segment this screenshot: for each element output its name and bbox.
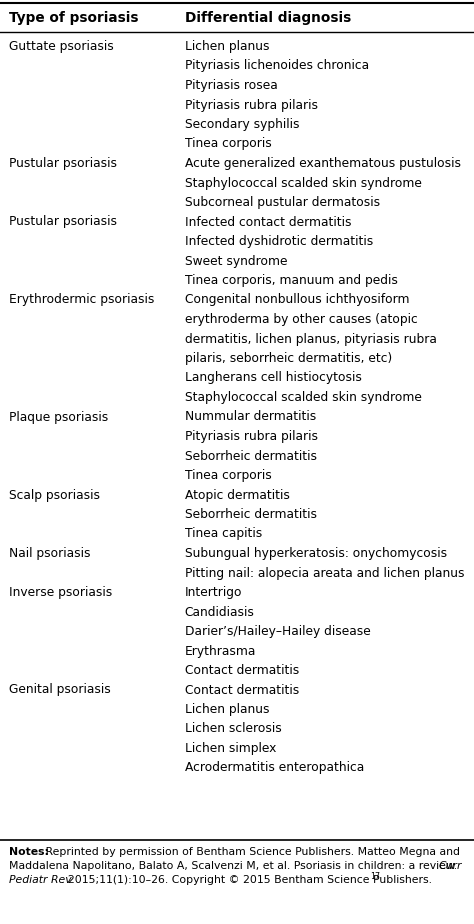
Text: Tinea corporis: Tinea corporis: [185, 469, 272, 482]
Text: 17: 17: [371, 872, 381, 881]
Text: Plaque psoriasis: Plaque psoriasis: [9, 410, 108, 423]
Text: Contact dermatitis: Contact dermatitis: [185, 664, 299, 677]
Text: Differential diagnosis: Differential diagnosis: [185, 11, 351, 25]
Text: Infected contact dermatitis: Infected contact dermatitis: [185, 215, 351, 228]
Text: dermatitis, lichen planus, pityriasis rubra: dermatitis, lichen planus, pityriasis ru…: [185, 333, 437, 346]
Text: Lichen planus: Lichen planus: [185, 40, 269, 53]
Text: Pityriasis lichenoides chronica: Pityriasis lichenoides chronica: [185, 59, 369, 72]
Text: erythroderma by other causes (atopic: erythroderma by other causes (atopic: [185, 313, 418, 326]
Text: Congenital nonbullous ichthyosiform: Congenital nonbullous ichthyosiform: [185, 294, 410, 307]
Text: Langherans cell histiocytosis: Langherans cell histiocytosis: [185, 371, 362, 384]
Text: Candidiasis: Candidiasis: [185, 605, 255, 618]
Text: Contact dermatitis: Contact dermatitis: [185, 684, 299, 697]
Text: Sweet syndrome: Sweet syndrome: [185, 254, 287, 268]
Text: Intertrigo: Intertrigo: [185, 586, 242, 599]
Text: Acrodermatitis enteropathica: Acrodermatitis enteropathica: [185, 761, 364, 774]
Text: Lichen simplex: Lichen simplex: [185, 742, 276, 755]
Text: Pediatr Rev: Pediatr Rev: [9, 875, 71, 885]
Text: Guttate psoriasis: Guttate psoriasis: [9, 40, 113, 53]
Text: Tinea corporis, manuum and pedis: Tinea corporis, manuum and pedis: [185, 274, 398, 287]
Text: Scalp psoriasis: Scalp psoriasis: [9, 489, 100, 502]
Text: Pityriasis rosea: Pityriasis rosea: [185, 79, 278, 92]
Text: Acute generalized exanthematous pustulosis: Acute generalized exanthematous pustulos…: [185, 157, 461, 170]
Text: Infected dyshidrotic dermatitis: Infected dyshidrotic dermatitis: [185, 235, 373, 248]
Text: Curr: Curr: [438, 861, 462, 871]
Text: Staphylococcal scalded skin syndrome: Staphylococcal scalded skin syndrome: [185, 391, 422, 404]
Text: Darier’s/Hailey–Hailey disease: Darier’s/Hailey–Hailey disease: [185, 625, 371, 638]
Text: Maddalena Napolitano, Balato A, Scalvenzi M, et al. Psoriasis in children: a rev: Maddalena Napolitano, Balato A, Scalvenz…: [9, 861, 460, 871]
Text: Tinea capitis: Tinea capitis: [185, 528, 262, 541]
Text: Reprinted by permission of Bentham Science Publishers. Matteo Megna and: Reprinted by permission of Bentham Scien…: [42, 847, 459, 857]
Text: pilaris, seborrheic dermatitis, etc): pilaris, seborrheic dermatitis, etc): [185, 352, 392, 365]
Text: Seborrheic dermatitis: Seborrheic dermatitis: [185, 449, 317, 463]
Text: Pustular psoriasis: Pustular psoriasis: [9, 215, 117, 228]
Text: Lichen sclerosis: Lichen sclerosis: [185, 723, 282, 736]
Text: Erythrodermic psoriasis: Erythrodermic psoriasis: [9, 294, 154, 307]
Text: Genital psoriasis: Genital psoriasis: [9, 684, 110, 697]
Text: Tinea corporis: Tinea corporis: [185, 138, 272, 151]
Text: Subcorneal pustular dermatosis: Subcorneal pustular dermatosis: [185, 196, 380, 209]
Text: Nail psoriasis: Nail psoriasis: [9, 547, 90, 560]
Text: Lichen planus: Lichen planus: [185, 703, 269, 716]
Text: Nummular dermatitis: Nummular dermatitis: [185, 410, 316, 423]
Text: Erythrasma: Erythrasma: [185, 645, 256, 658]
Text: Notes:: Notes:: [9, 847, 48, 857]
Text: Pityriasis rubra pilaris: Pityriasis rubra pilaris: [185, 430, 318, 443]
Text: Staphylococcal scalded skin syndrome: Staphylococcal scalded skin syndrome: [185, 176, 422, 189]
Text: . 2015;11(1):10–26. Copyright © 2015 Bentham Science Publishers.: . 2015;11(1):10–26. Copyright © 2015 Ben…: [61, 875, 431, 885]
Text: Pityriasis rubra pilaris: Pityriasis rubra pilaris: [185, 99, 318, 112]
Text: Atopic dermatitis: Atopic dermatitis: [185, 489, 290, 502]
Text: Secondary syphilis: Secondary syphilis: [185, 118, 300, 131]
Text: Inverse psoriasis: Inverse psoriasis: [9, 586, 112, 599]
Text: Subungual hyperkeratosis: onychomycosis: Subungual hyperkeratosis: onychomycosis: [185, 547, 447, 560]
Text: Type of psoriasis: Type of psoriasis: [9, 11, 138, 25]
Text: Pustular psoriasis: Pustular psoriasis: [9, 157, 117, 170]
Text: Pitting nail: alopecia areata and lichen planus: Pitting nail: alopecia areata and lichen…: [185, 566, 465, 579]
Text: Seborrheic dermatitis: Seborrheic dermatitis: [185, 508, 317, 521]
